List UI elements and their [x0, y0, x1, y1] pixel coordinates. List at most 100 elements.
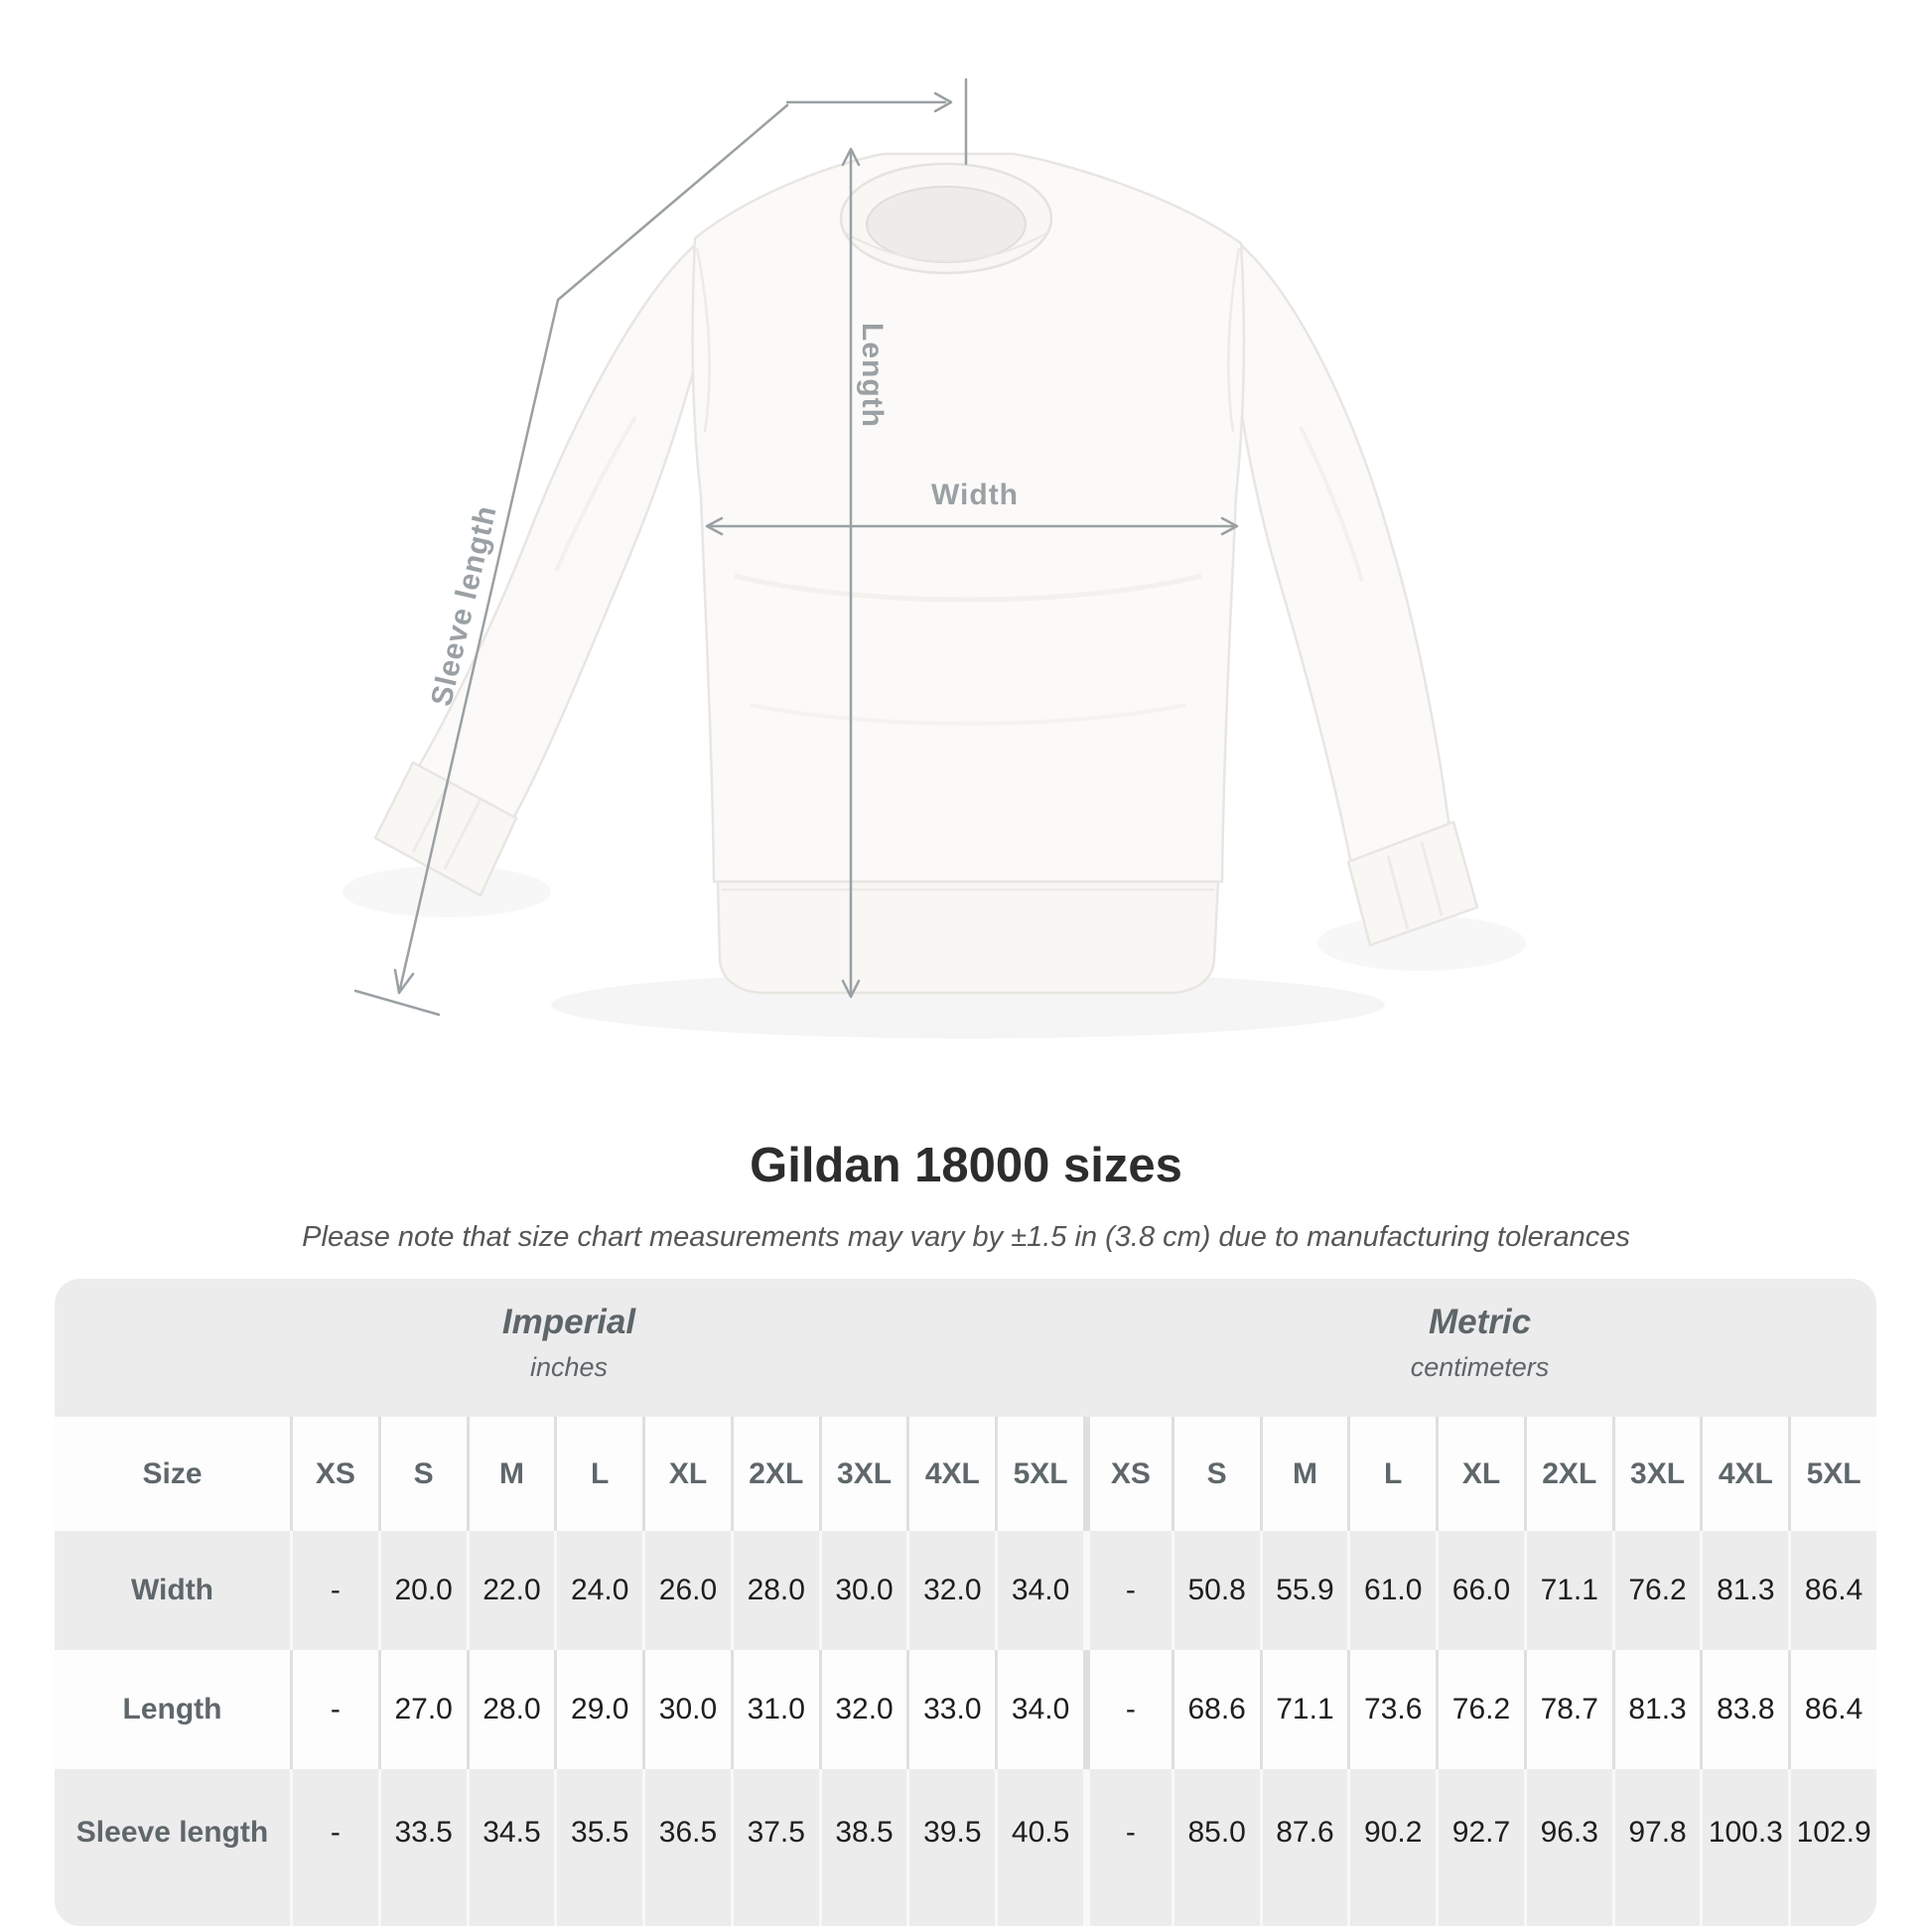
- data-cell: 31.0: [730, 1650, 819, 1769]
- metric-group-name: Metric: [1428, 1303, 1532, 1341]
- data-cell: 71.1: [1523, 1531, 1612, 1650]
- header-cell: S: [377, 1417, 467, 1531]
- data-cell: 32.0: [818, 1650, 907, 1769]
- row-label: Width: [130, 1574, 214, 1606]
- data-cell: 26.0: [642, 1531, 731, 1650]
- imperial-group-name: Imperial: [501, 1303, 636, 1341]
- sleeve-length-row: Sleeve length - 33.5 34.5 35.5 36.5 37.5…: [55, 1769, 1876, 1926]
- data-cell: 100.3: [1700, 1769, 1788, 1926]
- length-row: Length - 27.0 28.0 29.0 30.0 31.0 32.0 3…: [55, 1650, 1876, 1769]
- length-label: Length: [856, 323, 889, 428]
- header-cell: 4XL: [1700, 1417, 1788, 1531]
- data-cell: 55.9: [1259, 1531, 1348, 1650]
- data-cell: 86.4: [1788, 1531, 1876, 1650]
- data-cell: 76.2: [1436, 1650, 1524, 1769]
- data-cell: 28.0: [730, 1531, 819, 1650]
- imperial-group-header: Imperial inches: [55, 1279, 1083, 1417]
- header-cell: 3XL: [818, 1417, 907, 1531]
- data-cell: 87.6: [1259, 1769, 1348, 1926]
- data-cell: -: [1083, 1650, 1172, 1769]
- data-cell: 32.0: [906, 1531, 995, 1650]
- data-cell: 29.0: [554, 1650, 642, 1769]
- top-arrow-right-icon: [933, 91, 953, 113]
- right-sleeve: [1233, 241, 1451, 871]
- data-cell: 33.5: [377, 1769, 467, 1926]
- data-cell: 92.7: [1436, 1769, 1524, 1926]
- data-cell: 28.0: [466, 1650, 555, 1769]
- header-cell: M: [1259, 1417, 1348, 1531]
- header-cell: 2XL: [1523, 1417, 1612, 1531]
- header-cell: L: [554, 1417, 642, 1531]
- data-cell: 68.6: [1171, 1650, 1260, 1769]
- data-cell: 39.5: [906, 1769, 995, 1926]
- data-cell: 20.0: [377, 1531, 467, 1650]
- data-cell: -: [1083, 1531, 1172, 1650]
- size-header-row: Size XS S M L XL 2XL 3XL 4XL 5XL XS S M …: [55, 1417, 1876, 1531]
- data-cell: 36.5: [642, 1769, 731, 1926]
- data-cell: 35.5: [554, 1769, 642, 1926]
- crease-1: [734, 573, 1202, 603]
- sleeve-dimension-line: [397, 103, 789, 995]
- data-cell: 61.0: [1347, 1531, 1436, 1650]
- crease-right-sleeve: [1299, 426, 1364, 582]
- data-cell: 76.2: [1611, 1531, 1701, 1650]
- left-cuff: [373, 760, 518, 897]
- width-label: Width: [931, 479, 1019, 511]
- data-cell: 22.0: [466, 1531, 555, 1650]
- right-cuff-rib: [1386, 841, 1444, 930]
- right-cuff: [1346, 820, 1479, 947]
- data-cell: 30.0: [642, 1650, 731, 1769]
- data-cell: 83.8: [1700, 1650, 1788, 1769]
- data-cell: 85.0: [1171, 1769, 1260, 1926]
- sweatshirt-figure: Length Width Sleeve length: [343, 77, 1526, 1038]
- tolerance-note: Please note that size chart measurements…: [302, 1221, 1630, 1253]
- crease-left-sleeve: [554, 415, 637, 572]
- data-cell: 90.2: [1347, 1769, 1436, 1926]
- size-table: Imperial inches Metric centimeters Size …: [55, 1279, 1876, 1926]
- data-cell: 73.6: [1347, 1650, 1436, 1769]
- metric-group-header: Metric centimeters: [1083, 1279, 1876, 1417]
- width-arrow-left-icon: [705, 516, 724, 536]
- crease-2: [749, 703, 1187, 726]
- dimension-overlay: [353, 77, 1239, 1017]
- data-cell: 33.0: [906, 1650, 995, 1769]
- data-cell: -: [290, 1769, 378, 1926]
- data-cell: 81.3: [1611, 1650, 1701, 1769]
- header-cell: 4XL: [906, 1417, 995, 1531]
- row-label: Sleeve length: [75, 1816, 269, 1849]
- data-cell: 97.8: [1611, 1769, 1701, 1926]
- data-cell: 34.0: [995, 1650, 1083, 1769]
- unit-groups-row: Imperial inches Metric centimeters: [55, 1279, 1876, 1417]
- data-cell: 40.5: [995, 1769, 1083, 1926]
- header-cell: M: [466, 1417, 555, 1531]
- data-cell: 37.5: [730, 1769, 819, 1926]
- header-cell: 3XL: [1611, 1417, 1701, 1531]
- row-label: Length: [122, 1693, 222, 1725]
- data-cell: 66.0: [1436, 1531, 1524, 1650]
- length-arrow-down-icon: [841, 979, 861, 999]
- data-cell: -: [1083, 1769, 1172, 1926]
- left-sleeve: [415, 241, 703, 824]
- data-cell: -: [290, 1531, 378, 1650]
- header-cell: S: [1171, 1417, 1260, 1531]
- sweatshirt-illustration: [343, 152, 1526, 1038]
- data-cell: 50.8: [1171, 1531, 1260, 1650]
- data-cell: 24.0: [554, 1531, 642, 1650]
- data-cell: 96.3: [1523, 1769, 1612, 1926]
- collar-opening: [866, 186, 1027, 263]
- data-cell: 34.5: [466, 1769, 555, 1926]
- data-cell: 34.0: [995, 1531, 1083, 1650]
- header-cell: 2XL: [730, 1417, 819, 1531]
- body: [691, 152, 1246, 884]
- data-cell: 71.1: [1259, 1650, 1348, 1769]
- metric-group-unit: centimeters: [1410, 1352, 1550, 1382]
- collar-seam: [843, 231, 1049, 262]
- armhole-seam-right: [1226, 247, 1241, 433]
- length-arrow-up-icon: [841, 147, 861, 167]
- data-cell: 38.5: [818, 1769, 907, 1926]
- data-cell: 27.0: [377, 1650, 467, 1769]
- data-cell: 81.3: [1700, 1531, 1788, 1650]
- header-cell: XS: [290, 1417, 378, 1531]
- hem-band: [716, 880, 1220, 995]
